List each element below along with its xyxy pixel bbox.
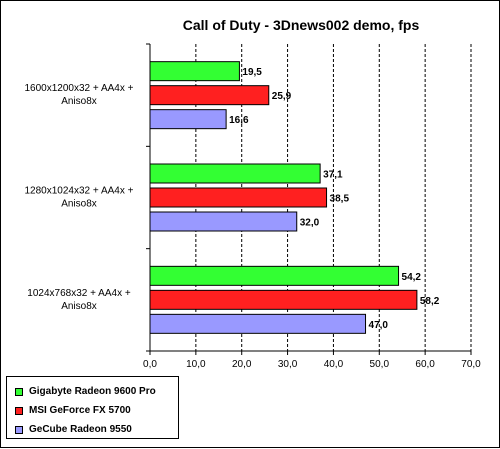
legend-label: MSI GeForce FX 5700 [29,405,131,416]
legend-swatch [15,406,23,415]
data-label: 19,5 [242,67,262,78]
bar [149,109,227,130]
x-tick-label: 40,0 [324,359,344,370]
bar [149,163,321,184]
data-label: 37,1 [323,170,343,181]
data-label: 54,2 [402,272,422,283]
data-label: 16,6 [229,115,249,126]
x-tick-label: 50,0 [370,359,390,370]
data-label: 25,9 [272,91,292,102]
legend-item: Gigabyte Radeon 9600 Pro [7,382,178,401]
x-tick-label: 10,0 [186,359,206,370]
chart-title: Call of Duty - 3Dnews002 demo, fps [183,17,420,33]
legend-swatch [15,425,23,434]
legend-swatch [15,387,23,396]
bar [149,187,328,208]
legend-label: GeCube Radeon 9550 [29,424,132,435]
bar [149,289,418,310]
category-label: Aniso8x [61,301,97,312]
x-tick-label: 30,0 [278,359,298,370]
category-label: 1280x1024x32 + AA4x + [25,186,134,197]
bar [149,85,270,106]
bar [149,313,367,334]
x-tick-label: 60,0 [415,359,435,370]
data-label: 47,0 [369,320,389,331]
legend: Gigabyte Radeon 9600 Pro MSI GeForce FX … [6,376,179,439]
bars [149,61,418,334]
category-label: 1024x768x32 + AA4x + [27,288,131,299]
data-label: 58,2 [420,296,440,307]
data-label: 38,5 [330,194,350,205]
bar [149,211,298,232]
bar [149,61,240,82]
x-tick-label: 0,0 [143,359,157,370]
category-label: 1600x1200x32 + AA4x + [25,83,134,94]
category-labels: 1600x1200x32 + AA4x + Aniso8x 1280x1024x32… [25,83,134,312]
category-label: Aniso8x [61,199,97,210]
legend-item: GeCube Radeon 9550 [7,420,178,439]
legend-item: MSI GeForce FX 5700 [7,401,178,420]
legend-label: Gigabyte Radeon 9600 Pro [29,386,156,397]
tick-labels: 0,0 10,0 20,0 30,0 40,0 50,0 60,0 70,0 [143,359,481,370]
category-label: Aniso8x [61,96,97,107]
bar [149,265,400,286]
data-label: 32,0 [300,218,320,229]
x-tick-label: 20,0 [232,359,252,370]
x-tick-label: 70,0 [461,359,481,370]
data-labels: 19,5 25,9 16,6 37,1 38,5 32,0 54,2 58,2 47,0 [229,67,440,331]
